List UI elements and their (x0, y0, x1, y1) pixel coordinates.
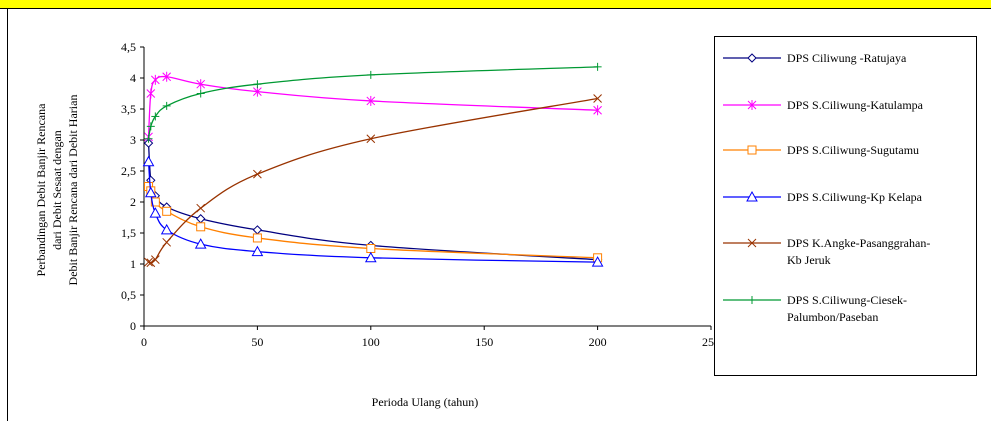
x-axis-label: Perioda Ulang (tahun) (371, 395, 479, 409)
data-point (252, 233, 262, 243)
data-point (162, 206, 172, 216)
data-point (194, 238, 207, 249)
data-point (162, 101, 171, 110)
y-tick-label: 3,5 (121, 102, 136, 116)
y-axis-label: Perbandingan Debit Banjir Rencana dari D… (33, 40, 81, 340)
series-line (148, 97, 598, 264)
y-axis-label-line-3: Debit Banjir Rencana dari Debit Harian (66, 94, 80, 286)
legend-swatch (723, 238, 781, 248)
legend-label: DPS Ciliwung -Ratujaya (787, 51, 907, 65)
legend: DPS Ciliwung -Ratujaya DPS S.Ciliwung-Kat… (714, 36, 977, 376)
legend-swatch (723, 53, 781, 63)
data-point (593, 94, 602, 103)
y-tick-label: 3 (130, 133, 136, 147)
data-point (253, 169, 262, 179)
series-2 (144, 71, 602, 142)
x-tick-label: 0 (141, 335, 147, 349)
data-point (591, 256, 604, 267)
y-tick-label: 0 (130, 319, 136, 333)
data-point (366, 134, 376, 144)
data-point (144, 134, 153, 143)
data-point (252, 225, 263, 235)
legend-marker (747, 145, 757, 155)
x-tick-label: 50 (251, 335, 263, 349)
data-point (146, 122, 155, 131)
data-point (162, 237, 172, 247)
legend-label: DPS S.Ciliwung-Kp Kelapa (787, 190, 922, 204)
data-point (143, 138, 154, 148)
legend-marker (747, 53, 757, 63)
data-point (142, 155, 155, 167)
data-point (160, 223, 173, 235)
data-point (593, 62, 602, 71)
data-point (149, 207, 162, 218)
legend-label: DPS S.Ciliwung-Sugutamu (787, 143, 920, 157)
data-point (150, 255, 160, 265)
y-tick-label: 1,5 (121, 226, 136, 240)
y-tick-label: 1 (130, 257, 136, 271)
legend-swatch (723, 190, 781, 202)
legend-swatch (723, 145, 781, 155)
series-line (147, 143, 598, 261)
x-tick-label: 200 (589, 335, 607, 349)
data-point (366, 95, 376, 106)
data-point (251, 245, 264, 257)
legend-marker (748, 296, 756, 304)
y-tick-label: 4 (130, 71, 136, 85)
data-point (150, 74, 160, 85)
left-rule (7, 9, 8, 421)
legend-marker (747, 100, 757, 110)
data-point (144, 186, 157, 198)
legend-swatch (723, 296, 781, 304)
data-point (144, 257, 153, 267)
series-5 (144, 94, 602, 268)
legend-label: DPS K.Angke-Pasanggrahan- Kb Jeruk (787, 236, 931, 267)
data-point (364, 251, 377, 263)
x-tick-label: 100 (362, 335, 380, 349)
series-line (147, 75, 598, 137)
y-axis-label-line-2: dari Debit Sesaat dengan (50, 130, 64, 250)
y-axis-label-line-1: Perbandingan Debit Banjir Rencana (34, 103, 48, 277)
data-point (146, 88, 156, 99)
data-point (151, 112, 160, 121)
data-point (196, 222, 206, 232)
data-point (150, 197, 160, 207)
axes: 00,511,522,533,544,50 50 100 150 200 250 (121, 40, 720, 349)
legend-marker (746, 190, 758, 202)
data-point (162, 71, 172, 82)
y-tick-label: 2 (130, 195, 136, 209)
data-point (196, 79, 206, 90)
data-point (253, 80, 262, 89)
series-layer (142, 62, 604, 268)
data-point (366, 244, 376, 253)
legend-label: DPS S.Ciliwung-Ciesek- Palumbon/Paseban (787, 293, 908, 324)
legend-label: DPS S.Ciliwung-Katulampa (787, 98, 924, 112)
data-point (195, 214, 206, 224)
legend-swatch (723, 100, 781, 110)
data-point (593, 105, 602, 116)
data-point (146, 258, 156, 268)
data-point (196, 203, 206, 213)
y-tick-label: 4,5 (121, 40, 136, 54)
legend-marker (747, 238, 757, 248)
data-point (196, 89, 205, 98)
x-tick-label: 150 (475, 335, 493, 349)
series-4 (142, 155, 604, 267)
y-tick-label: 0,5 (121, 288, 136, 302)
y-tick-label: 2,5 (121, 164, 136, 178)
data-point (366, 70, 375, 79)
series-6 (144, 62, 602, 143)
data-point (253, 86, 262, 97)
top-band (0, 0, 991, 9)
